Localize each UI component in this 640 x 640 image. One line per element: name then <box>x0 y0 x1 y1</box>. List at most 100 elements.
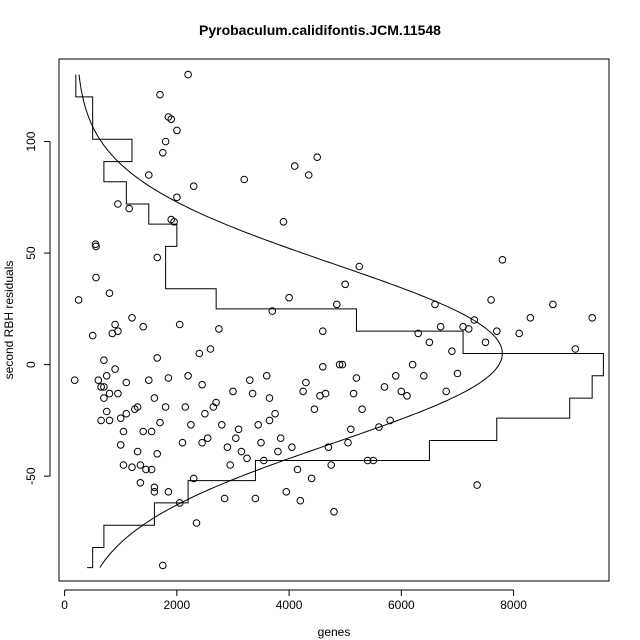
data-point <box>189 182 198 190</box>
data-point <box>111 320 119 329</box>
data-point <box>274 447 282 456</box>
data-point <box>97 416 105 425</box>
histogram-outline <box>75 74 604 569</box>
data-point <box>150 394 159 402</box>
data-point <box>206 345 215 353</box>
data-point <box>436 322 445 331</box>
data-point <box>111 365 119 373</box>
data-point <box>276 434 285 443</box>
data-point <box>307 474 316 483</box>
data-point <box>296 496 305 505</box>
x-axis-label: genes <box>318 625 351 639</box>
data-point <box>363 456 372 465</box>
x-tick-label: 4000 <box>276 598 303 612</box>
plot-frame <box>58 58 610 582</box>
data-point <box>299 387 307 396</box>
normal-curve <box>78 74 503 568</box>
data-point <box>526 314 535 322</box>
data-point <box>203 434 212 443</box>
data-point <box>327 461 336 469</box>
data-point <box>265 416 274 425</box>
data-point <box>128 314 136 322</box>
data-point <box>349 389 358 398</box>
data-point <box>122 409 131 418</box>
data-point <box>173 126 181 135</box>
data-point <box>588 314 597 322</box>
data-point <box>425 338 434 347</box>
data-point <box>150 488 159 496</box>
data-point <box>102 372 111 380</box>
x-tick-label: 2000 <box>164 598 191 612</box>
y-tick-label: 0 <box>24 361 38 368</box>
data-point <box>220 494 229 503</box>
data-point <box>234 425 243 434</box>
data-point <box>70 376 79 385</box>
data-point <box>571 345 580 353</box>
data-point <box>319 363 327 371</box>
data-point <box>105 389 114 398</box>
data-point <box>431 300 439 309</box>
data-point <box>114 327 122 336</box>
data-point <box>403 392 411 400</box>
data-point <box>338 360 347 369</box>
data-point <box>240 175 248 184</box>
data-point <box>88 331 97 340</box>
chart-title: Pyrobaculum.calidifontis.JCM.11548 <box>199 22 441 38</box>
x-tick-label: 6000 <box>388 598 415 612</box>
data-point <box>114 389 122 398</box>
data-point <box>184 70 192 79</box>
y-tick-label: 100 <box>24 131 38 151</box>
data-point <box>237 447 246 456</box>
data-point <box>290 162 299 170</box>
data-point <box>262 372 271 380</box>
data-point <box>136 461 145 469</box>
x-axis: 0 2000 4000 6000 8000 <box>61 589 527 612</box>
data-point <box>218 421 226 429</box>
data-point <box>319 327 327 336</box>
histogram-step <box>75 74 604 569</box>
data-point <box>164 488 173 496</box>
data-point <box>246 376 254 385</box>
data-point <box>448 347 456 356</box>
data-point <box>122 378 131 387</box>
data-point <box>189 474 198 483</box>
data-point <box>352 374 361 382</box>
data-point <box>102 407 111 416</box>
data-point <box>257 438 265 447</box>
data-point <box>153 253 161 262</box>
data-point <box>173 193 181 202</box>
data-point <box>223 443 232 452</box>
data-point <box>229 387 237 396</box>
data-point <box>105 289 114 298</box>
data-point <box>515 329 524 338</box>
data-point <box>133 447 142 456</box>
data-point <box>94 376 103 385</box>
data-point <box>251 494 260 503</box>
data-point <box>119 427 128 436</box>
data-point <box>355 262 364 271</box>
y-axis: -50 0 50 100 <box>24 131 51 485</box>
data-point <box>114 200 122 208</box>
data-point <box>493 327 501 336</box>
data-point <box>195 349 204 358</box>
data-point <box>153 354 161 362</box>
data-point <box>187 421 195 429</box>
data-point <box>161 137 170 146</box>
data-point <box>142 465 150 474</box>
data-point <box>100 356 108 365</box>
data-point <box>248 389 257 398</box>
data-point <box>470 316 479 324</box>
data-point <box>268 307 277 315</box>
data-point <box>153 450 161 458</box>
data-point <box>159 148 167 157</box>
data-point <box>293 465 302 474</box>
data-point <box>549 300 557 309</box>
data-point <box>150 483 159 492</box>
data-point <box>279 218 288 226</box>
data-point <box>313 153 322 161</box>
data-point <box>453 369 462 378</box>
data-point <box>347 425 355 434</box>
data-point <box>498 256 507 264</box>
data-point <box>282 488 291 496</box>
data-point <box>408 360 417 369</box>
